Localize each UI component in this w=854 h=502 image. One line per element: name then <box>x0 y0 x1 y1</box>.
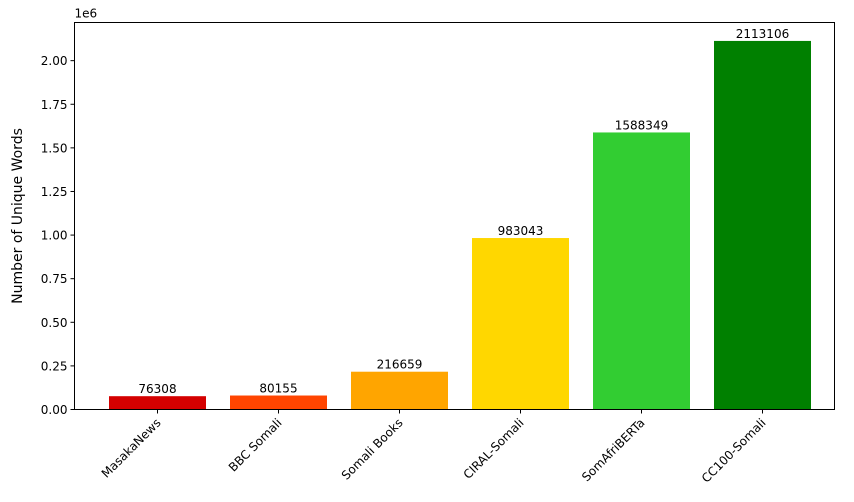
y-tick-label: 1.50 <box>41 141 68 155</box>
y-tick-label: 1.75 <box>41 98 68 112</box>
y-tick-label: 0.50 <box>41 316 68 330</box>
bar-value-label: 80155 <box>259 382 297 396</box>
y-tick-label: 0.75 <box>41 272 68 286</box>
bar-value-label: 76308 <box>138 382 176 396</box>
x-tick-label: MasakaNews <box>99 416 164 481</box>
x-tick-label: BBC Somali <box>226 416 285 475</box>
data-labels-group: 76308 80155 216659 983043 1588349 2113106 <box>138 27 789 396</box>
y-tick-label: 1.00 <box>41 229 68 243</box>
y-tick-label: 2.00 <box>41 54 68 68</box>
x-axis: MasakaNews BBC Somali Somali Books CIRAL-So… <box>99 409 769 486</box>
bar-somafriberta <box>593 132 690 410</box>
y-axis-offset-text: 1e6 <box>75 7 98 21</box>
y-tick-label: 0.25 <box>41 359 68 373</box>
x-tick-label: SomAfriBERTa <box>579 416 648 485</box>
x-tick-label: CC100-Somali <box>699 416 769 486</box>
bar-ciral-somali <box>472 238 569 410</box>
bar-cc100-somali <box>714 40 811 410</box>
bar-bbc-somali <box>230 395 327 410</box>
bar-masakanews <box>109 396 206 410</box>
plot-frame <box>74 22 835 410</box>
y-axis: 0.00 0.25 0.50 0.75 1.00 1.25 1.50 1.75 2.00 <box>41 54 75 417</box>
y-tick-label: 0.00 <box>41 403 68 417</box>
y-axis-title: Number of Unique Words <box>10 128 26 304</box>
bar-value-label: 216659 <box>377 358 423 372</box>
y-tick-label: 1.25 <box>41 185 68 199</box>
x-tick-label: Somali Books <box>339 416 406 483</box>
bars-group <box>109 40 811 410</box>
bar-value-label: 2113106 <box>736 27 789 41</box>
bar-value-label: 983043 <box>498 224 544 238</box>
bar-value-label: 1588349 <box>615 118 668 132</box>
x-tick-label: CIRAL-Somali <box>461 416 527 482</box>
bar-somali-books <box>351 371 448 410</box>
